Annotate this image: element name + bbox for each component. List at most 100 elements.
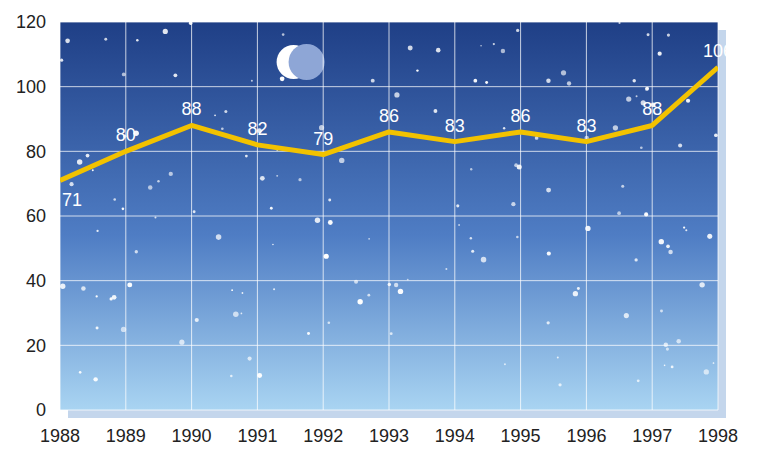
star bbox=[416, 69, 418, 71]
star bbox=[260, 176, 265, 181]
data-label: 106 bbox=[703, 41, 733, 61]
star bbox=[315, 217, 320, 222]
star bbox=[624, 313, 629, 318]
star bbox=[511, 202, 515, 206]
star bbox=[547, 321, 550, 324]
star bbox=[367, 294, 370, 297]
star bbox=[470, 168, 472, 170]
y-tick-label: 100 bbox=[16, 77, 46, 97]
star bbox=[658, 52, 662, 56]
star bbox=[636, 95, 638, 97]
star bbox=[573, 291, 578, 296]
y-tick-label: 20 bbox=[26, 336, 46, 356]
star bbox=[69, 182, 73, 186]
star bbox=[577, 287, 580, 290]
grid-line-x bbox=[60, 22, 61, 410]
star bbox=[458, 224, 460, 226]
star bbox=[81, 286, 86, 291]
star bbox=[276, 175, 278, 177]
y-tick-label: 0 bbox=[36, 400, 46, 420]
star bbox=[659, 239, 664, 244]
star bbox=[248, 356, 252, 360]
star bbox=[173, 73, 177, 77]
star bbox=[686, 99, 690, 103]
plot-background bbox=[60, 22, 718, 410]
star bbox=[561, 70, 566, 75]
star bbox=[547, 251, 551, 255]
x-tick-label: 1991 bbox=[237, 426, 277, 446]
star bbox=[394, 283, 398, 287]
star bbox=[660, 309, 663, 312]
y-tick-label: 60 bbox=[26, 206, 46, 226]
star bbox=[546, 188, 551, 193]
star bbox=[473, 79, 477, 83]
star bbox=[214, 114, 216, 116]
data-label: 83 bbox=[576, 116, 596, 136]
star bbox=[671, 366, 674, 369]
star bbox=[433, 109, 437, 113]
star bbox=[634, 258, 637, 261]
x-tick-label: 1998 bbox=[698, 426, 738, 446]
star bbox=[637, 379, 640, 382]
star bbox=[96, 295, 98, 297]
star bbox=[96, 230, 98, 232]
star bbox=[470, 237, 472, 239]
grid-line-x bbox=[586, 22, 587, 410]
star bbox=[516, 29, 519, 32]
star bbox=[678, 143, 682, 147]
star bbox=[154, 216, 156, 218]
star bbox=[122, 208, 125, 211]
y-tick-label: 40 bbox=[26, 271, 46, 291]
star bbox=[221, 127, 224, 130]
star bbox=[230, 375, 233, 378]
grid-line-x bbox=[125, 22, 126, 410]
grid-line-x bbox=[389, 22, 390, 410]
star bbox=[714, 133, 718, 137]
star bbox=[109, 297, 112, 300]
star bbox=[621, 185, 624, 188]
star bbox=[617, 211, 621, 215]
star bbox=[60, 59, 63, 62]
star bbox=[546, 78, 550, 82]
star bbox=[480, 45, 482, 47]
star bbox=[307, 332, 310, 335]
star bbox=[683, 226, 685, 228]
grid-line-x bbox=[191, 22, 192, 410]
star bbox=[251, 80, 253, 82]
star bbox=[371, 79, 375, 83]
star bbox=[93, 377, 97, 381]
star bbox=[645, 87, 649, 91]
data-label: 88 bbox=[642, 99, 662, 119]
x-tick-label: 1990 bbox=[172, 426, 212, 446]
star bbox=[242, 292, 244, 294]
y-tick-label: 120 bbox=[16, 12, 46, 32]
data-label: 83 bbox=[445, 116, 465, 136]
x-tick-label: 1996 bbox=[566, 426, 606, 446]
data-label: 79 bbox=[313, 129, 333, 149]
star bbox=[707, 234, 712, 239]
star bbox=[270, 207, 273, 210]
star bbox=[485, 81, 488, 84]
star bbox=[514, 163, 518, 167]
star bbox=[471, 250, 474, 253]
star bbox=[558, 383, 561, 386]
star bbox=[339, 158, 344, 163]
star bbox=[390, 332, 393, 335]
data-label: 88 bbox=[182, 99, 202, 119]
star bbox=[280, 77, 285, 82]
star bbox=[368, 238, 370, 240]
star bbox=[503, 127, 505, 129]
star bbox=[328, 199, 331, 202]
star bbox=[324, 254, 329, 259]
star bbox=[86, 154, 90, 158]
star bbox=[195, 318, 199, 322]
star bbox=[394, 92, 399, 97]
x-tick-label: 1997 bbox=[632, 426, 672, 446]
star bbox=[557, 356, 559, 358]
star bbox=[233, 311, 239, 317]
star bbox=[493, 43, 495, 45]
star bbox=[136, 39, 139, 42]
star bbox=[282, 33, 285, 36]
data-label: 71 bbox=[62, 190, 82, 210]
star bbox=[328, 220, 333, 225]
